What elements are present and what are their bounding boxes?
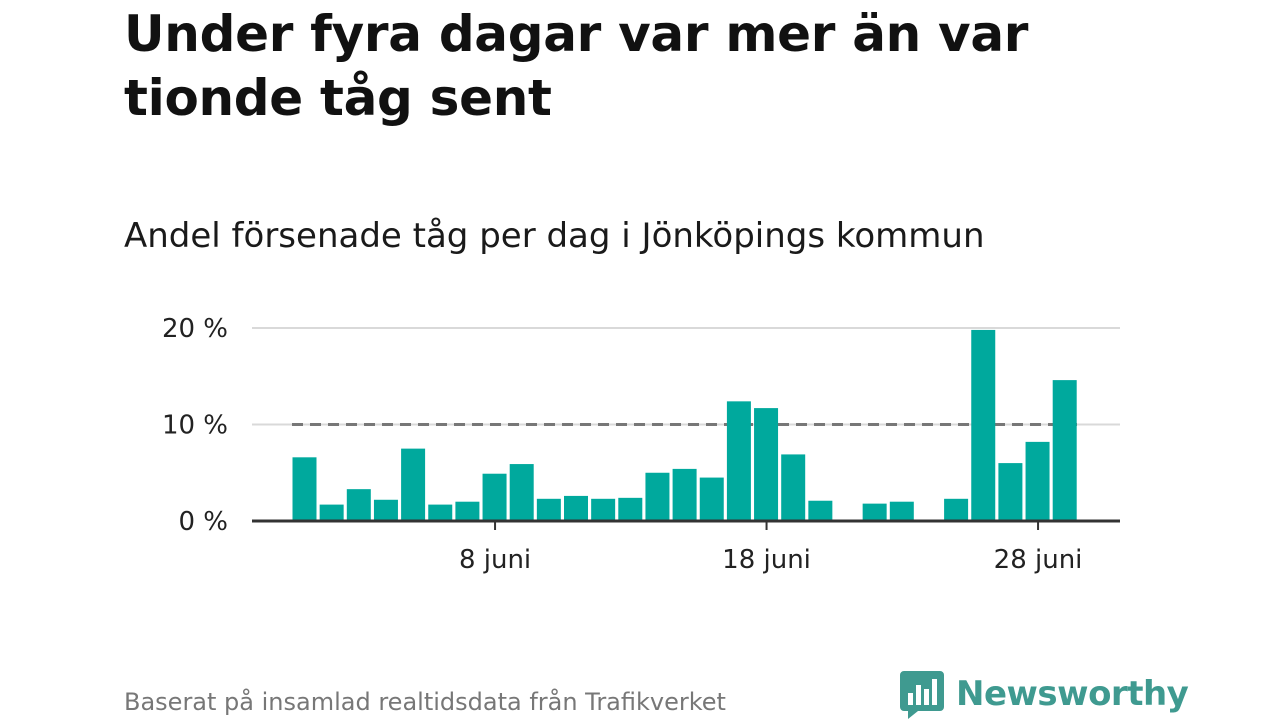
bar: [346, 489, 371, 521]
bar: [564, 495, 588, 521]
y-tick-label: 10 %: [162, 411, 228, 441]
bar-chart-speech-bubble-icon: [900, 671, 944, 719]
x-tick-label: 18 juni: [722, 545, 811, 575]
bar: [754, 408, 779, 521]
source-note: Baserat på insamlad realtidsdata från Tr…: [124, 688, 726, 716]
bar: [591, 498, 616, 521]
bar: [455, 501, 480, 521]
bar: [808, 500, 833, 521]
bar: [1052, 380, 1077, 521]
bar: [889, 501, 914, 521]
bar: [944, 498, 969, 521]
bar-chart: 0 % 10 % 20 % 8 juni 18 juni 28 juni: [162, 314, 1120, 575]
bar: [781, 454, 806, 521]
bar: [862, 503, 887, 521]
bar: [373, 499, 398, 521]
x-tick-label: 28 juni: [994, 545, 1083, 575]
bar: [971, 329, 996, 521]
bar: [319, 504, 344, 521]
bar: [401, 448, 426, 521]
chart-subtitle: Andel försenade tåg per dag i Jönköpings…: [124, 216, 985, 256]
bar: [292, 457, 317, 521]
bar: [428, 504, 453, 521]
chart-title: Under fyra dagar var mer än var tionde t…: [124, 5, 1029, 127]
bar: [699, 477, 724, 521]
bars: [292, 329, 1077, 521]
bar: [1025, 441, 1050, 521]
bar: [998, 463, 1023, 521]
bar: [482, 473, 507, 521]
bar: [618, 497, 643, 521]
brand-name: Newsworthy: [956, 674, 1189, 714]
y-tick-label: 20 %: [162, 314, 228, 344]
x-tick-label: 8 juni: [459, 545, 531, 575]
bar: [509, 464, 534, 521]
bar: [536, 498, 561, 521]
axes: 0 % 10 % 20 % 8 juni 18 juni 28 juni: [162, 314, 1120, 575]
brand-logo: Newsworthy: [900, 668, 1189, 720]
bar: [645, 472, 670, 521]
y-tick-label: 0 %: [178, 507, 228, 537]
bar: [672, 468, 697, 521]
bar: [726, 401, 751, 521]
